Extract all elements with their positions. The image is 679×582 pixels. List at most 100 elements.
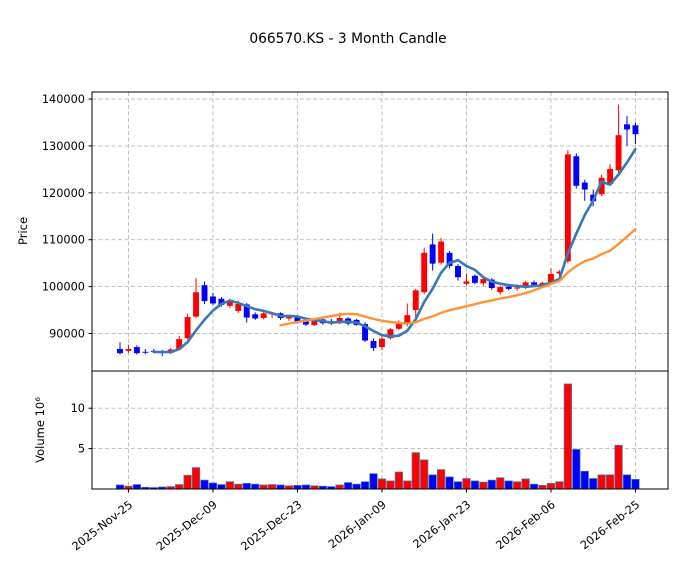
candle-body [573,156,580,186]
volume-bar [242,482,251,490]
candle-body [421,252,428,293]
candlestick [564,150,571,264]
candle-body [522,282,529,288]
volume-bar [605,474,615,490]
volume-bar [546,482,556,490]
volume-bar [521,478,530,490]
candlestick [463,273,470,286]
price-tick-label: 130000 [42,140,85,153]
volume-bar [217,484,226,490]
volume-bar [394,471,403,490]
candle-body [455,265,461,278]
volume-bar [445,476,454,490]
candlestick [480,277,487,286]
candle-body [615,135,622,171]
volume-bars [115,383,640,490]
candle-body [514,287,521,289]
candle-body [531,282,537,285]
candle-body [226,301,233,306]
candlestick [421,247,428,295]
candle-body [548,273,554,283]
candlestick [125,344,132,353]
candlestick [193,278,199,319]
candlestick [379,336,385,351]
candle-body [488,279,495,289]
price-tick-label: 90000 [49,327,85,340]
volume-bar [504,480,513,490]
volume-bar [580,470,589,490]
volume-bar [360,481,370,490]
candlestick [548,268,554,284]
volume-bar [437,469,446,490]
axes-frames [91,91,669,490]
volume-bar [183,474,192,490]
price-tick-label: 140000 [42,93,85,106]
candle-body [387,329,394,339]
volume-tick-label: 5 [78,443,85,456]
candle-body [210,296,216,304]
candle-body [438,241,445,263]
candle-body [311,319,318,326]
candle-body [370,340,377,349]
volume-bar [513,481,522,490]
candle-body [632,125,639,135]
candle-body [581,182,588,190]
candlestick [142,348,149,355]
volume-bar [369,473,378,490]
volume-bar [479,481,488,490]
volume-bar [462,478,471,490]
volume-bar [403,480,412,490]
candlestick [210,292,216,306]
candle-body [471,275,478,283]
volume-bar [538,485,547,490]
candle-body [379,338,385,348]
candle-body [404,315,411,324]
ma-5day-line [152,147,637,354]
candlestick [573,153,580,189]
volume-bar [631,478,640,490]
volume-bar [420,459,429,490]
volume-panel-frame [91,370,669,490]
candle-body [607,168,614,184]
candle-body [201,285,208,302]
candle-body [336,318,343,324]
volume-bar [276,484,285,490]
candlestick [455,264,461,281]
candle-body [362,324,368,341]
ma-20day-line [279,228,637,327]
candle-body [243,304,250,318]
candlestick [438,237,445,265]
candle-body [184,317,191,339]
volume-bar [225,481,234,490]
candlestick [184,313,191,340]
volume-tick-label: 10 [71,402,85,415]
volume-bar [453,481,463,490]
candlestick [497,285,504,295]
candle-body [395,322,402,329]
price-tick-label: 100000 [42,281,85,294]
candle-body [598,177,605,195]
volume-bar [496,477,505,490]
volume-bar [487,479,496,490]
volume-bar [352,483,361,490]
volume-bar [175,484,184,490]
volume-bar [268,484,277,490]
price-tick-label: 110000 [42,234,85,247]
price-axis-label: Price [16,217,30,245]
volume-bar [470,480,479,490]
candlestick [370,338,377,351]
candlestick [387,327,394,340]
volume-bar [555,481,564,490]
volume-bar [529,483,539,490]
candlestick [471,274,478,285]
candlestick [429,233,436,271]
candle-body [480,279,487,284]
volume-bar [191,467,201,490]
candle-body [117,348,123,354]
candlestick [632,122,639,145]
candlestick [133,345,140,355]
candle-body [497,287,504,293]
